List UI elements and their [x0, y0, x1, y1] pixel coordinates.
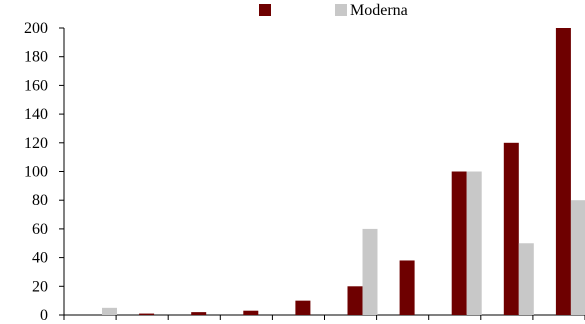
- y-tick-label: 140: [24, 106, 48, 123]
- bar: [102, 307, 117, 315]
- bar: [555, 28, 571, 315]
- bar: [570, 200, 585, 315]
- bars: [102, 28, 585, 315]
- y-tick-label: 120: [24, 135, 48, 152]
- bar: [362, 228, 378, 315]
- legend-swatch-moderna: [335, 4, 347, 16]
- y-tick-label: 20: [32, 278, 48, 295]
- bar: [466, 171, 482, 315]
- y-tick-label: 40: [32, 250, 48, 267]
- bar: [295, 300, 311, 315]
- y-tick-label: 200: [24, 20, 48, 37]
- y-tick-label: 0: [40, 307, 48, 324]
- bar: [243, 310, 259, 315]
- bar: [347, 286, 363, 315]
- bar: [503, 142, 519, 315]
- y-tick-label: 180: [24, 49, 48, 66]
- x-axis: [63, 314, 585, 320]
- bar: [191, 312, 207, 315]
- y-tick-label: 100: [24, 164, 48, 181]
- y-tick-label: 160: [24, 77, 48, 94]
- y-tick-label: 80: [32, 192, 48, 209]
- bar: [139, 313, 155, 315]
- legend-label-moderna: Moderna: [350, 2, 408, 19]
- bar: [399, 260, 415, 315]
- y-axis: 0 20 40 60 80 100 120 140 160 180 200: [24, 20, 65, 324]
- bar: [518, 243, 534, 315]
- y-tick-label: 60: [32, 221, 48, 238]
- bar: [451, 171, 467, 315]
- legend: Moderna: [259, 2, 408, 19]
- legend-swatch-series-1: [259, 4, 271, 16]
